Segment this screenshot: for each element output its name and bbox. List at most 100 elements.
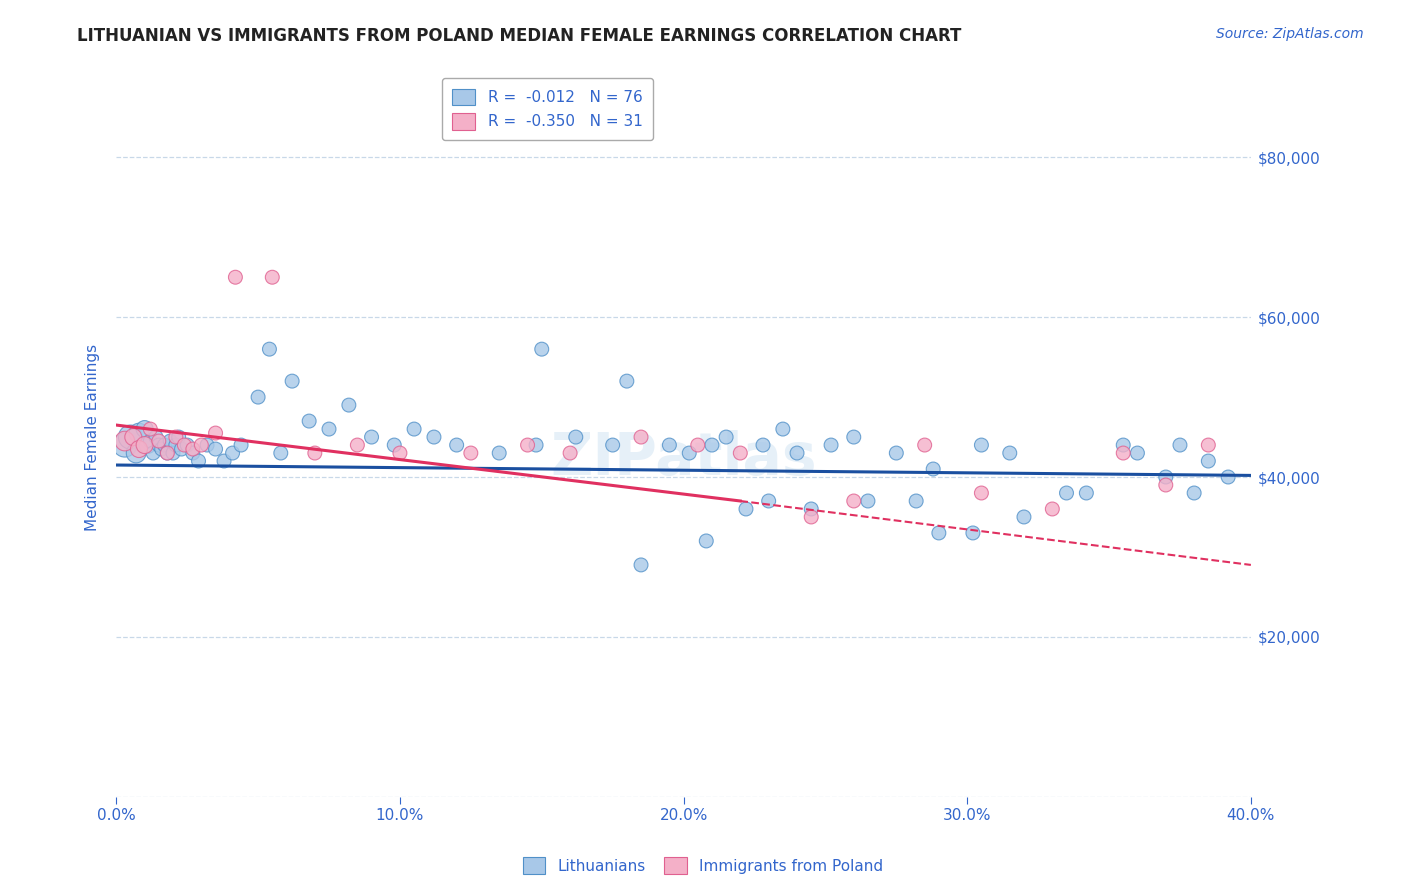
Point bbox=[922, 462, 945, 476]
Point bbox=[758, 494, 780, 508]
Point bbox=[114, 434, 136, 448]
Point bbox=[1112, 438, 1135, 452]
Point bbox=[156, 446, 179, 460]
Point bbox=[346, 438, 368, 452]
Point bbox=[565, 430, 588, 444]
Point bbox=[114, 438, 136, 452]
Point bbox=[173, 438, 195, 452]
Point bbox=[122, 430, 145, 444]
Point bbox=[658, 438, 681, 452]
Point bbox=[1197, 438, 1219, 452]
Point bbox=[190, 438, 212, 452]
Point bbox=[128, 442, 150, 456]
Point bbox=[460, 446, 482, 460]
Point bbox=[125, 446, 148, 460]
Point bbox=[181, 442, 204, 456]
Point bbox=[714, 430, 737, 444]
Point bbox=[423, 430, 446, 444]
Point bbox=[695, 533, 717, 548]
Point bbox=[337, 398, 360, 412]
Point bbox=[772, 422, 794, 436]
Point bbox=[170, 442, 193, 456]
Point bbox=[914, 438, 936, 452]
Point bbox=[259, 342, 281, 356]
Point bbox=[842, 430, 865, 444]
Point bbox=[820, 438, 842, 452]
Point bbox=[181, 446, 204, 460]
Point bbox=[970, 438, 993, 452]
Point bbox=[298, 414, 321, 428]
Point bbox=[134, 438, 156, 452]
Point bbox=[616, 374, 638, 388]
Point bbox=[1076, 486, 1098, 500]
Point bbox=[856, 494, 879, 508]
Point bbox=[446, 438, 468, 452]
Point bbox=[318, 422, 340, 436]
Point bbox=[558, 446, 581, 460]
Point bbox=[204, 425, 226, 440]
Point bbox=[962, 525, 984, 540]
Text: ZIPatlas: ZIPatlas bbox=[550, 430, 817, 487]
Point bbox=[1154, 470, 1177, 484]
Legend: Lithuanians, Immigrants from Poland: Lithuanians, Immigrants from Poland bbox=[516, 851, 890, 880]
Point bbox=[800, 502, 823, 516]
Point bbox=[145, 430, 167, 444]
Point bbox=[842, 494, 865, 508]
Point bbox=[686, 438, 709, 452]
Point bbox=[530, 342, 553, 356]
Point bbox=[270, 446, 292, 460]
Point bbox=[382, 438, 405, 452]
Point bbox=[150, 442, 173, 456]
Point bbox=[630, 558, 652, 572]
Point bbox=[136, 438, 159, 452]
Point bbox=[735, 502, 758, 516]
Point bbox=[1056, 486, 1078, 500]
Point bbox=[1182, 486, 1205, 500]
Point bbox=[162, 446, 184, 460]
Point bbox=[204, 442, 226, 456]
Point bbox=[524, 438, 547, 452]
Point bbox=[360, 430, 382, 444]
Legend: R =  -0.012   N = 76, R =  -0.350   N = 31: R = -0.012 N = 76, R = -0.350 N = 31 bbox=[441, 78, 654, 140]
Point bbox=[153, 438, 176, 452]
Point bbox=[142, 446, 165, 460]
Point bbox=[1197, 454, 1219, 468]
Point bbox=[1112, 446, 1135, 460]
Point bbox=[159, 434, 181, 448]
Point bbox=[884, 446, 907, 460]
Point bbox=[148, 438, 170, 452]
Point bbox=[1012, 510, 1035, 524]
Point bbox=[928, 525, 950, 540]
Point bbox=[187, 454, 209, 468]
Point bbox=[120, 430, 142, 444]
Point bbox=[229, 438, 252, 452]
Point bbox=[752, 438, 775, 452]
Point bbox=[221, 446, 243, 460]
Y-axis label: Median Female Earnings: Median Female Earnings bbox=[86, 343, 100, 531]
Point bbox=[1126, 446, 1149, 460]
Text: LITHUANIAN VS IMMIGRANTS FROM POLAND MEDIAN FEMALE EARNINGS CORRELATION CHART: LITHUANIAN VS IMMIGRANTS FROM POLAND MED… bbox=[77, 27, 962, 45]
Point bbox=[488, 446, 510, 460]
Text: Source: ZipAtlas.com: Source: ZipAtlas.com bbox=[1216, 27, 1364, 41]
Point bbox=[678, 446, 700, 460]
Point bbox=[195, 438, 218, 452]
Point bbox=[139, 434, 162, 448]
Point bbox=[176, 438, 198, 452]
Point bbox=[128, 425, 150, 440]
Point bbox=[630, 430, 652, 444]
Point bbox=[134, 422, 156, 436]
Point bbox=[1218, 470, 1240, 484]
Point bbox=[281, 374, 304, 388]
Point bbox=[388, 446, 411, 460]
Point bbox=[165, 438, 187, 452]
Point bbox=[786, 446, 808, 460]
Point bbox=[1154, 478, 1177, 492]
Point bbox=[262, 270, 284, 285]
Point bbox=[304, 446, 326, 460]
Point bbox=[700, 438, 723, 452]
Point bbox=[970, 486, 993, 500]
Point bbox=[1168, 438, 1191, 452]
Point bbox=[998, 446, 1021, 460]
Point bbox=[148, 434, 170, 448]
Point bbox=[800, 510, 823, 524]
